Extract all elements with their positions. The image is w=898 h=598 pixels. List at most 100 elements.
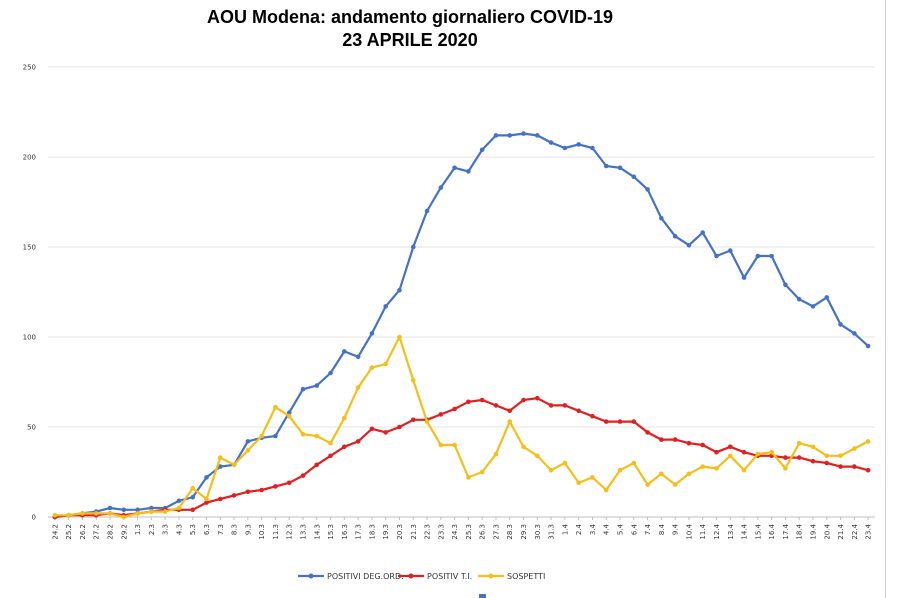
- data-point: [631, 174, 637, 180]
- data-point: [190, 485, 196, 491]
- data-point: [107, 505, 113, 511]
- y-tick-label: 0: [32, 514, 36, 522]
- y-tick-label: 150: [23, 244, 36, 252]
- data-point: [714, 449, 719, 455]
- data-point: [438, 412, 444, 417]
- data-point: [659, 471, 664, 477]
- data-point: [245, 489, 251, 495]
- data-point: [631, 419, 637, 424]
- x-tick-label: 20.3: [396, 524, 404, 540]
- data-point: [217, 496, 223, 502]
- data-point: [355, 385, 361, 390]
- data-point: [342, 415, 347, 421]
- legend-marker: [308, 573, 314, 579]
- data-point: [466, 169, 471, 174]
- data-point: [507, 419, 513, 424]
- data-point: [548, 140, 554, 145]
- data-point: [231, 493, 237, 498]
- data-point: [824, 453, 830, 459]
- data-point: [852, 446, 857, 451]
- data-point: [741, 467, 747, 473]
- x-tick-label: 16.4: [768, 523, 776, 539]
- x-tick-label: 16.3: [341, 524, 349, 540]
- data-point: [741, 449, 747, 455]
- data-point: [727, 453, 733, 459]
- data-point: [838, 453, 843, 459]
- data-point: [259, 433, 264, 439]
- x-tick-label: 8.3: [231, 524, 239, 535]
- data-point: [121, 507, 127, 513]
- data-point: [369, 331, 375, 336]
- data-point: [52, 512, 58, 518]
- x-tick-label: 28.2: [107, 524, 115, 540]
- data-point: [700, 464, 706, 469]
- data-point: [810, 458, 816, 464]
- data-point: [466, 475, 471, 480]
- data-point: [493, 133, 499, 138]
- x-tick-label: 27.2: [93, 524, 101, 540]
- data-point: [204, 500, 209, 505]
- y-tick-label: 50: [27, 424, 36, 432]
- x-tick-label: 29.2: [120, 524, 128, 540]
- data-point: [824, 295, 830, 300]
- data-point: [328, 440, 333, 446]
- data-point: [479, 469, 485, 475]
- x-tick-label: 30.3: [534, 524, 542, 540]
- data-point: [383, 430, 388, 435]
- data-point: [672, 482, 678, 487]
- data-point: [217, 455, 223, 460]
- selection-handle: [479, 594, 486, 598]
- legend-label: POSITIVI DEG.ORD.: [327, 572, 404, 581]
- data-point: [300, 473, 306, 478]
- data-point: [66, 512, 71, 518]
- data-point: [245, 439, 251, 444]
- data-point: [521, 131, 526, 136]
- data-point: [686, 471, 692, 477]
- series-3: [52, 334, 871, 520]
- data-point: [769, 449, 774, 455]
- x-tick-label: 7.4: [644, 523, 652, 535]
- data-point: [355, 439, 361, 444]
- data-point: [424, 419, 430, 424]
- data-point: [783, 466, 788, 471]
- data-point: [452, 165, 457, 171]
- x-tick-label: 8.4: [658, 523, 666, 535]
- x-tick-label: 25.2: [65, 524, 73, 540]
- x-tick-label: 23.4: [865, 523, 873, 539]
- data-point: [645, 482, 650, 487]
- data-point: [521, 397, 526, 403]
- x-tick-label: 1.3: [134, 524, 142, 535]
- data-point: [576, 142, 581, 147]
- data-point: [865, 439, 871, 444]
- x-tick-label: 12.4: [713, 523, 721, 539]
- data-point: [162, 509, 168, 514]
- x-tick-label: 9.3: [244, 524, 252, 535]
- series-line: [53, 132, 870, 519]
- x-tick-label: 4.4: [603, 523, 611, 535]
- x-tick-label: 2.3: [148, 524, 156, 535]
- data-point: [286, 413, 292, 419]
- data-point: [217, 464, 223, 469]
- x-tick-label: 28.3: [506, 524, 514, 540]
- x-tick-label: 26.3: [479, 524, 487, 540]
- data-point: [80, 511, 85, 516]
- data-point: [603, 419, 609, 424]
- data-point: [135, 507, 140, 513]
- data-point: [714, 253, 719, 259]
- data-point: [342, 444, 347, 450]
- data-point: [590, 145, 595, 151]
- legend: POSITIVI DEG.ORD. POSITIV T.I. SOSPETTI: [298, 572, 545, 581]
- data-point: [273, 404, 278, 410]
- data-point: [149, 505, 154, 511]
- data-point: [190, 507, 196, 513]
- data-point: [645, 430, 650, 435]
- data-point: [576, 480, 581, 486]
- data-point: [507, 133, 513, 138]
- data-point: [700, 230, 706, 235]
- series-group: [52, 131, 871, 520]
- x-tick-label: 29.3: [520, 524, 528, 540]
- x-tick-label: 13.4: [727, 523, 735, 539]
- data-point: [603, 487, 609, 493]
- data-point: [672, 233, 678, 239]
